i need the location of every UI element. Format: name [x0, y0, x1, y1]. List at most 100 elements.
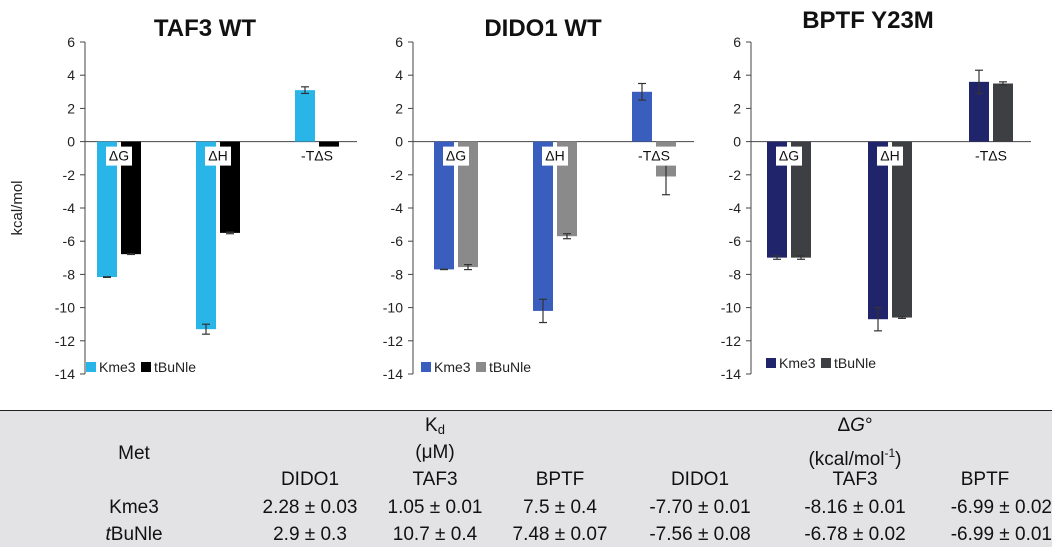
table-cell: 1.05 ± 0.01	[387, 497, 483, 518]
dg-unit-close: )	[895, 449, 902, 470]
category-label-box	[969, 146, 1013, 166]
y-tick-label: 4	[395, 67, 403, 83]
table-cell: 7.5 ± 0.4	[523, 497, 597, 518]
legend-swatch	[421, 362, 431, 372]
y-tick-label: 0	[67, 134, 75, 150]
legend-swatch	[766, 358, 776, 368]
table-cell: 7.48 ± 0.07	[512, 524, 608, 545]
y-tick-label: -12	[721, 333, 741, 349]
kd-header: Kd	[385, 415, 485, 441]
bar	[533, 141, 553, 311]
bar	[993, 83, 1013, 142]
category-label: ΔH	[880, 148, 899, 164]
kd-unit: (μM)	[415, 442, 455, 463]
bar	[892, 141, 912, 318]
bar	[97, 141, 117, 278]
y-tick-label: 0	[733, 134, 741, 150]
category-label: ΔG	[779, 148, 799, 164]
y-tick-label: -8	[391, 266, 404, 282]
column-header: TAF3	[832, 469, 878, 490]
y-tick-label: -12	[383, 333, 403, 349]
bar	[791, 141, 811, 258]
y-tick-label: -2	[729, 167, 742, 183]
category-label-box	[106, 146, 132, 166]
column-header: DIDO1	[670, 469, 730, 490]
y-tick-label: 6	[733, 34, 741, 50]
y-tick-label: 4	[733, 67, 741, 83]
column-header: TAF3	[412, 469, 458, 490]
binding-data-table: Met Kd (μM) ΔG° (kcal/mol-1) DIDO1 TAF3 …	[0, 410, 1052, 547]
legend-swatch	[86, 362, 96, 372]
y-axis-label: kcal/mol	[9, 180, 26, 235]
table-cell: -6.78 ± 0.02	[804, 524, 906, 545]
table-cell: -7.70 ± 0.01	[649, 497, 751, 518]
row-label-text: BuNle	[110, 524, 163, 545]
legend-swatch	[141, 362, 151, 372]
y-tick-label: 2	[733, 100, 741, 116]
dg-header: ΔG°	[800, 415, 910, 437]
y-tick-label: 0	[395, 134, 403, 150]
y-tick-label: -12	[55, 333, 75, 349]
y-tick-label: -4	[729, 200, 742, 216]
y-tick-label: -4	[63, 200, 76, 216]
y-tick-label: -14	[55, 366, 75, 382]
category-label-box	[542, 146, 568, 166]
y-tick-label: -10	[721, 300, 741, 316]
y-tick-label: -14	[383, 366, 403, 382]
y-tick-label: 2	[67, 100, 75, 116]
row-label-text: Kme3	[109, 497, 159, 518]
bar	[632, 91, 652, 142]
table-cell: -6.99 ± 0.02	[950, 497, 1052, 518]
row-label-italic: t	[105, 524, 111, 545]
category-label-box	[443, 146, 469, 166]
bar	[458, 141, 478, 268]
y-tick-label: 2	[395, 100, 403, 116]
legend-label: tBuNle	[834, 355, 876, 371]
y-tick-label: -6	[729, 233, 742, 249]
table-cell: -7.56 ± 0.08	[649, 524, 751, 545]
legend-label: tBuNle	[154, 359, 196, 375]
category-label: ΔH	[208, 148, 227, 164]
y-tick-label: 4	[67, 67, 75, 83]
bar	[767, 141, 787, 258]
category-label: -TΔS	[975, 148, 1007, 164]
dg-unit: (kcal/mol-1)	[785, 442, 925, 471]
column-header: BPTF	[960, 469, 1010, 490]
legend-swatch	[476, 362, 486, 372]
category-label: ΔG	[109, 148, 129, 164]
category-label: -TΔS	[638, 148, 670, 164]
table-cell: -8.16 ± 0.01	[804, 497, 906, 518]
column-header: BPTF	[535, 469, 585, 490]
y-tick-label: -6	[63, 233, 76, 249]
y-tick-label: -8	[729, 266, 742, 282]
category-label-box	[632, 146, 676, 166]
dg-delta: Δ	[837, 415, 851, 436]
category-label: ΔH	[545, 148, 564, 164]
y-tick-label: -10	[55, 300, 75, 316]
table-cell: 10.7 ± 0.4	[392, 524, 478, 545]
y-tick-label: -4	[391, 200, 404, 216]
legend-label: tBuNle	[489, 359, 531, 375]
row-label: Kme3	[84, 497, 184, 519]
y-tick-label: 6	[67, 34, 75, 50]
y-tick-label: -2	[391, 167, 404, 183]
table-cell: -6.99 ± 0.01	[950, 524, 1052, 545]
met-header: Met	[118, 443, 150, 464]
bar	[295, 90, 315, 142]
row-label: tBuNle	[84, 524, 184, 546]
y-tick-label: -10	[383, 300, 403, 316]
legend-label: Kme3	[779, 355, 816, 371]
bar	[121, 141, 141, 255]
category-label-box	[776, 146, 802, 166]
kd-subscript: d	[437, 422, 445, 437]
category-label-box	[295, 146, 339, 166]
dg-degree: °	[864, 415, 873, 436]
table-cell: 2.9 ± 0.3	[273, 524, 347, 545]
y-tick-label: 6	[395, 34, 403, 50]
dg-g: G	[850, 415, 865, 436]
chart-title: DIDO1 WT	[484, 15, 602, 42]
y-tick-label: -8	[63, 266, 76, 282]
y-tick-label: -14	[721, 366, 741, 382]
category-label-box	[205, 146, 231, 166]
chart-title: TAF3 WT	[154, 15, 257, 42]
